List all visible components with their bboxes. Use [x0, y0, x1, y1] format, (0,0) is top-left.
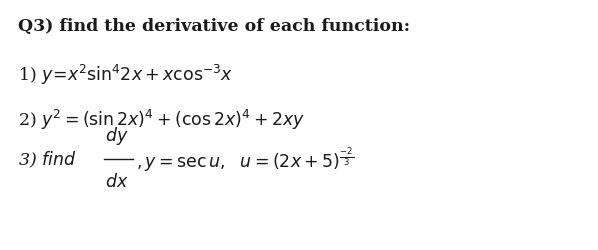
- Text: $dy$: $dy$: [105, 124, 129, 146]
- Text: 3) $find$: 3) $find$: [18, 149, 77, 170]
- Text: 2) $y^2 = (\sin 2x)^4 + (\cos 2x)^4 + 2xy$: 2) $y^2 = (\sin 2x)^4 + (\cos 2x)^4 + 2x…: [18, 108, 305, 132]
- Text: $,y = \sec u,\ \ u = (2x+5)^{\frac{-2}{3}}$: $,y = \sec u,\ \ u = (2x+5)^{\frac{-2}{3…: [136, 146, 354, 173]
- Text: 1) $y\!=\!x^2\sin^4\!2x + x\cos^{-3}\!x$: 1) $y\!=\!x^2\sin^4\!2x + x\cos^{-3}\!x$: [18, 63, 233, 87]
- Text: $dx$: $dx$: [105, 172, 129, 190]
- Text: Q3) find the derivative of each function:: Q3) find the derivative of each function…: [18, 18, 410, 35]
